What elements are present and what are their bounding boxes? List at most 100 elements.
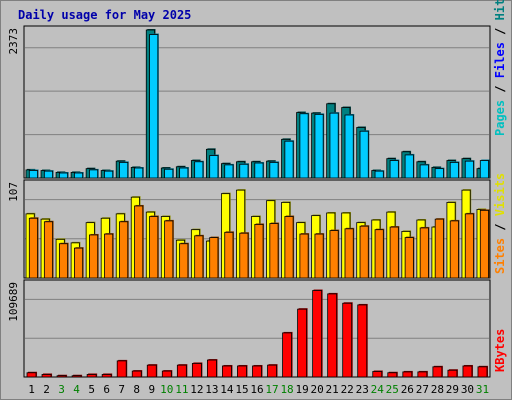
bar-pages-day-18 bbox=[284, 140, 294, 179]
bar-kbytes-day-28 bbox=[432, 366, 443, 378]
x-tick-label-day-14: 14 bbox=[220, 383, 234, 396]
legend-item-visits: Visits bbox=[493, 173, 507, 216]
x-tick-label-day-26: 26 bbox=[401, 383, 414, 396]
bar-sites-day-26 bbox=[404, 237, 414, 279]
y-max-label: 109689 bbox=[7, 282, 20, 322]
bar-pages-day-1 bbox=[28, 170, 38, 179]
bar-pages-day-26 bbox=[404, 154, 414, 179]
x-tick-label-day-4: 4 bbox=[73, 383, 80, 396]
bar-sites-day-10 bbox=[164, 220, 174, 279]
bar-pages-day-29 bbox=[449, 162, 459, 179]
bar-pages-day-14 bbox=[224, 164, 234, 179]
bar-kbytes-day-7 bbox=[116, 360, 127, 378]
bar-sites-day-4 bbox=[74, 247, 84, 279]
bar-pages-day-2 bbox=[43, 170, 54, 179]
bar-pages-day-9 bbox=[149, 34, 159, 179]
bar-kbytes-day-1 bbox=[26, 372, 37, 378]
bar-pages-day-3 bbox=[58, 172, 69, 179]
legend-item-hits: Hits bbox=[493, 0, 507, 20]
x-tick-label-day-24: 24 bbox=[371, 383, 385, 396]
bar-kbytes-day-17 bbox=[267, 364, 277, 378]
x-tick-label-day-31: 31 bbox=[476, 383, 489, 396]
x-tick-label-day-18: 18 bbox=[280, 383, 293, 396]
bar-sites-day-27 bbox=[419, 227, 429, 279]
bar-sites-day-1 bbox=[28, 217, 38, 279]
bar-pages-day-24 bbox=[374, 170, 384, 179]
bar-kbytes-day-13 bbox=[206, 359, 217, 378]
bar-sites-day-15 bbox=[239, 232, 249, 279]
x-tick-label-day-29: 29 bbox=[446, 383, 459, 396]
x-tick-label-day-20: 20 bbox=[311, 383, 324, 396]
bar-pages-day-28 bbox=[434, 168, 444, 179]
x-tick-label-day-3: 3 bbox=[58, 383, 65, 396]
y-max-label: 2373 bbox=[7, 28, 20, 55]
bar-pages-day-23 bbox=[359, 130, 369, 179]
bar-kbytes-day-4 bbox=[71, 375, 82, 378]
bar-kbytes-day-18 bbox=[282, 332, 292, 378]
bar-sites-day-2 bbox=[43, 221, 54, 279]
bar-sites-day-19 bbox=[299, 233, 309, 279]
bar-pages-day-12 bbox=[194, 161, 204, 179]
bar-pages-day-5 bbox=[89, 169, 99, 179]
bar-kbytes-day-30 bbox=[462, 365, 473, 378]
bar-pages-day-6 bbox=[104, 170, 114, 179]
x-tick-label-day-9: 9 bbox=[148, 383, 155, 396]
y-max-label: 107 bbox=[7, 182, 20, 202]
bar-sites-day-12 bbox=[194, 235, 204, 279]
bar-sites-day-25 bbox=[389, 226, 399, 279]
x-tick-label-day-15: 15 bbox=[235, 383, 248, 396]
bar-pages-day-19 bbox=[299, 113, 309, 179]
legend-item-files: Files bbox=[493, 42, 507, 78]
bar-kbytes-day-6 bbox=[101, 374, 112, 378]
bar-sites-day-24 bbox=[374, 229, 384, 279]
bar-kbytes-day-9 bbox=[146, 364, 157, 378]
legend-kbytes: KBytes bbox=[493, 329, 507, 372]
x-tick-label-day-30: 30 bbox=[461, 383, 474, 396]
bar-sites-day-13 bbox=[209, 237, 219, 279]
bar-sites-day-28 bbox=[434, 218, 444, 279]
bar-sites-day-18 bbox=[284, 216, 294, 279]
x-tick-label-day-10: 10 bbox=[160, 383, 173, 396]
bar-sites-day-21 bbox=[329, 230, 339, 279]
bar-sites-day-30 bbox=[464, 213, 474, 279]
bar-pages-day-22 bbox=[344, 114, 354, 179]
x-tick-label-day-16: 16 bbox=[250, 383, 263, 396]
bar-kbytes-day-12 bbox=[191, 363, 202, 378]
bar-kbytes-day-26 bbox=[402, 371, 413, 378]
bar-pages-day-13 bbox=[209, 155, 219, 179]
legend-visits-sites: Sites / Visits bbox=[493, 173, 507, 274]
bar-kbytes-day-20 bbox=[312, 290, 323, 378]
bar-kbytes-day-16 bbox=[252, 365, 262, 378]
x-tick-label-day-8: 8 bbox=[133, 383, 140, 396]
bar-sites-day-31 bbox=[479, 209, 489, 279]
bar-pages-day-31 bbox=[479, 160, 489, 179]
bar-kbytes-day-8 bbox=[131, 370, 142, 378]
bar-pages-day-15 bbox=[239, 163, 249, 179]
bar-kbytes-day-24 bbox=[372, 371, 383, 378]
bar-pages-day-30 bbox=[464, 160, 474, 179]
chart-title: Daily usage for May 2025 bbox=[18, 8, 192, 22]
bar-sites-day-14 bbox=[224, 231, 234, 279]
bar-pages-day-10 bbox=[164, 168, 174, 179]
bar-sites-day-3 bbox=[58, 243, 69, 279]
bar-sites-day-9 bbox=[149, 216, 159, 279]
legend-item-kbytes: KBytes bbox=[493, 329, 507, 372]
x-tick-label-day-6: 6 bbox=[103, 383, 110, 396]
panel-border-hits-files-pages bbox=[23, 25, 491, 179]
x-tick-label-day-1: 1 bbox=[28, 383, 35, 396]
bar-kbytes-day-2 bbox=[41, 374, 52, 378]
bar-pages-day-27 bbox=[419, 164, 429, 179]
bar-kbytes-day-25 bbox=[387, 372, 398, 378]
bar-pages-day-20 bbox=[314, 113, 324, 179]
bar-kbytes-day-23 bbox=[357, 304, 368, 378]
bar-pages-day-8 bbox=[134, 167, 144, 179]
bar-sites-day-23 bbox=[359, 225, 369, 279]
x-tick-label-day-22: 22 bbox=[341, 383, 354, 396]
bar-sites-day-11 bbox=[179, 243, 189, 279]
bar-kbytes-day-19 bbox=[297, 308, 308, 378]
x-tick-label-day-12: 12 bbox=[190, 383, 203, 396]
x-tick-label-day-21: 21 bbox=[326, 383, 339, 396]
x-tick-label-day-27: 27 bbox=[416, 383, 429, 396]
bar-pages-day-4 bbox=[74, 172, 84, 179]
